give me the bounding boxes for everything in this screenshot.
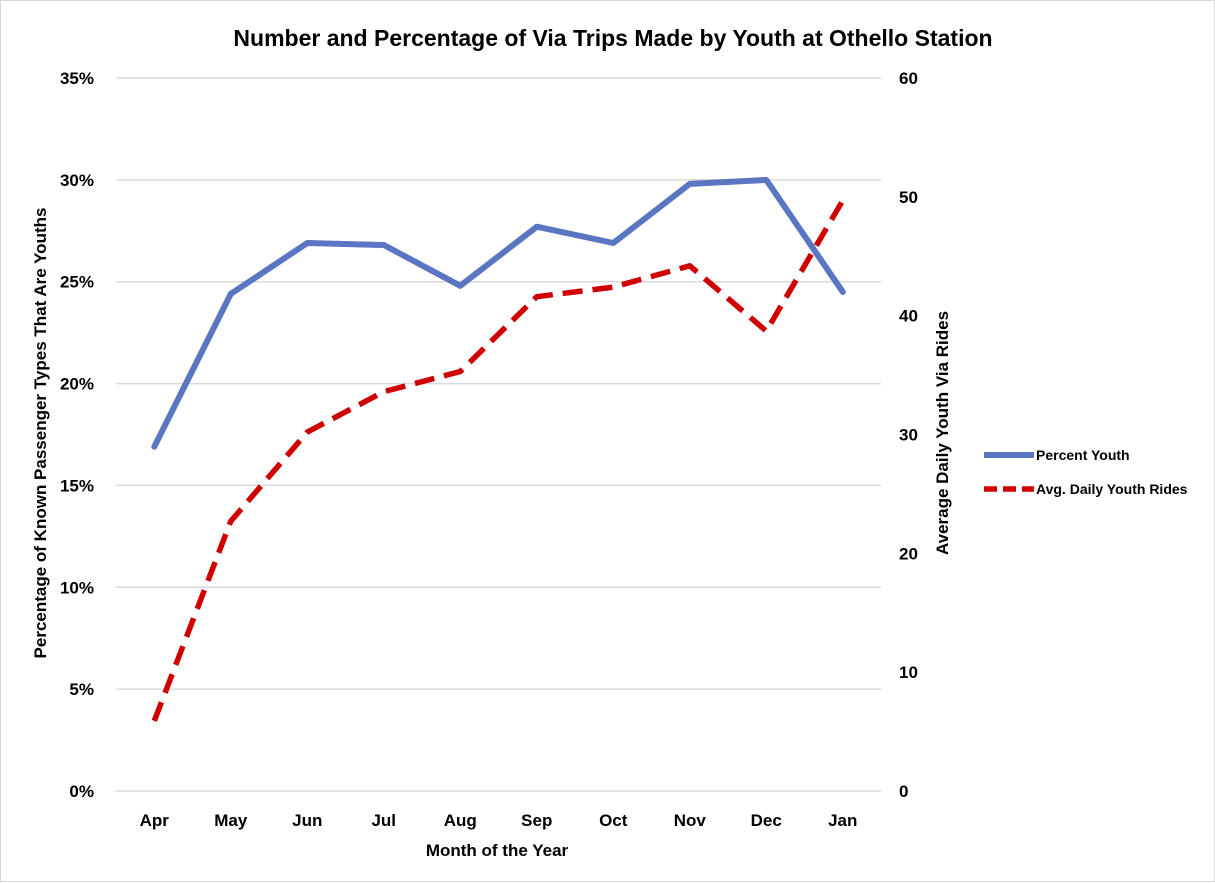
x-axis-title: Month of the Year: [426, 841, 569, 860]
x-tick-label: Dec: [751, 811, 782, 830]
legend-label: Avg. Daily Youth Rides: [1036, 481, 1188, 497]
legend-label: Percent Youth: [1036, 447, 1130, 463]
y2-axis-title: Average Daily Youth Via Rides: [933, 311, 952, 555]
left-tick-label: 35%: [60, 69, 94, 88]
x-tick-label: Jul: [371, 811, 396, 830]
series-line-avg-daily-youth-rides: [151, 199, 846, 722]
x-tick-label: May: [214, 811, 248, 830]
left-tick-label: 15%: [60, 476, 94, 495]
left-axis-ticks: 0% 5% 10% 15% 20% 25% 30% 35%: [60, 69, 94, 801]
right-tick-label: 60: [899, 69, 918, 88]
x-tick-label: Aug: [444, 811, 477, 830]
left-tick-label: 0%: [69, 782, 94, 801]
x-tick-label: Jun: [292, 811, 322, 830]
x-axis-ticks: Apr May Jun Jul Aug Sep Oct Nov Dec Jan: [140, 811, 858, 830]
gridlines: [116, 77, 881, 792]
right-tick-label: 10: [899, 663, 918, 682]
right-tick-label: 30: [899, 426, 918, 445]
x-tick-label: Oct: [599, 811, 628, 830]
left-tick-label: 30%: [60, 171, 94, 190]
series-lines: [151, 176, 846, 722]
legend: Percent Youth Avg. Daily Youth Rides: [984, 447, 1188, 497]
y-axis-title: Percentage of Known Passenger Types That…: [31, 208, 50, 659]
x-tick-label: Sep: [521, 811, 552, 830]
series-line-percent-youth: [151, 176, 846, 450]
x-tick-label: Jan: [828, 811, 857, 830]
right-tick-label: 40: [899, 307, 918, 326]
left-tick-label: 20%: [60, 375, 94, 394]
left-tick-label: 5%: [69, 680, 94, 699]
right-axis-ticks: 0 10 20 30 40 50 60: [899, 69, 918, 801]
right-tick-label: 50: [899, 188, 918, 207]
x-tick-label: Apr: [140, 811, 170, 830]
left-tick-label: 10%: [60, 578, 94, 597]
right-tick-label: 20: [899, 544, 918, 563]
chart-title: Number and Percentage of Via Trips Made …: [233, 25, 992, 51]
right-tick-label: 0: [899, 782, 908, 801]
left-tick-label: 25%: [60, 273, 94, 292]
x-tick-label: Nov: [674, 811, 707, 830]
